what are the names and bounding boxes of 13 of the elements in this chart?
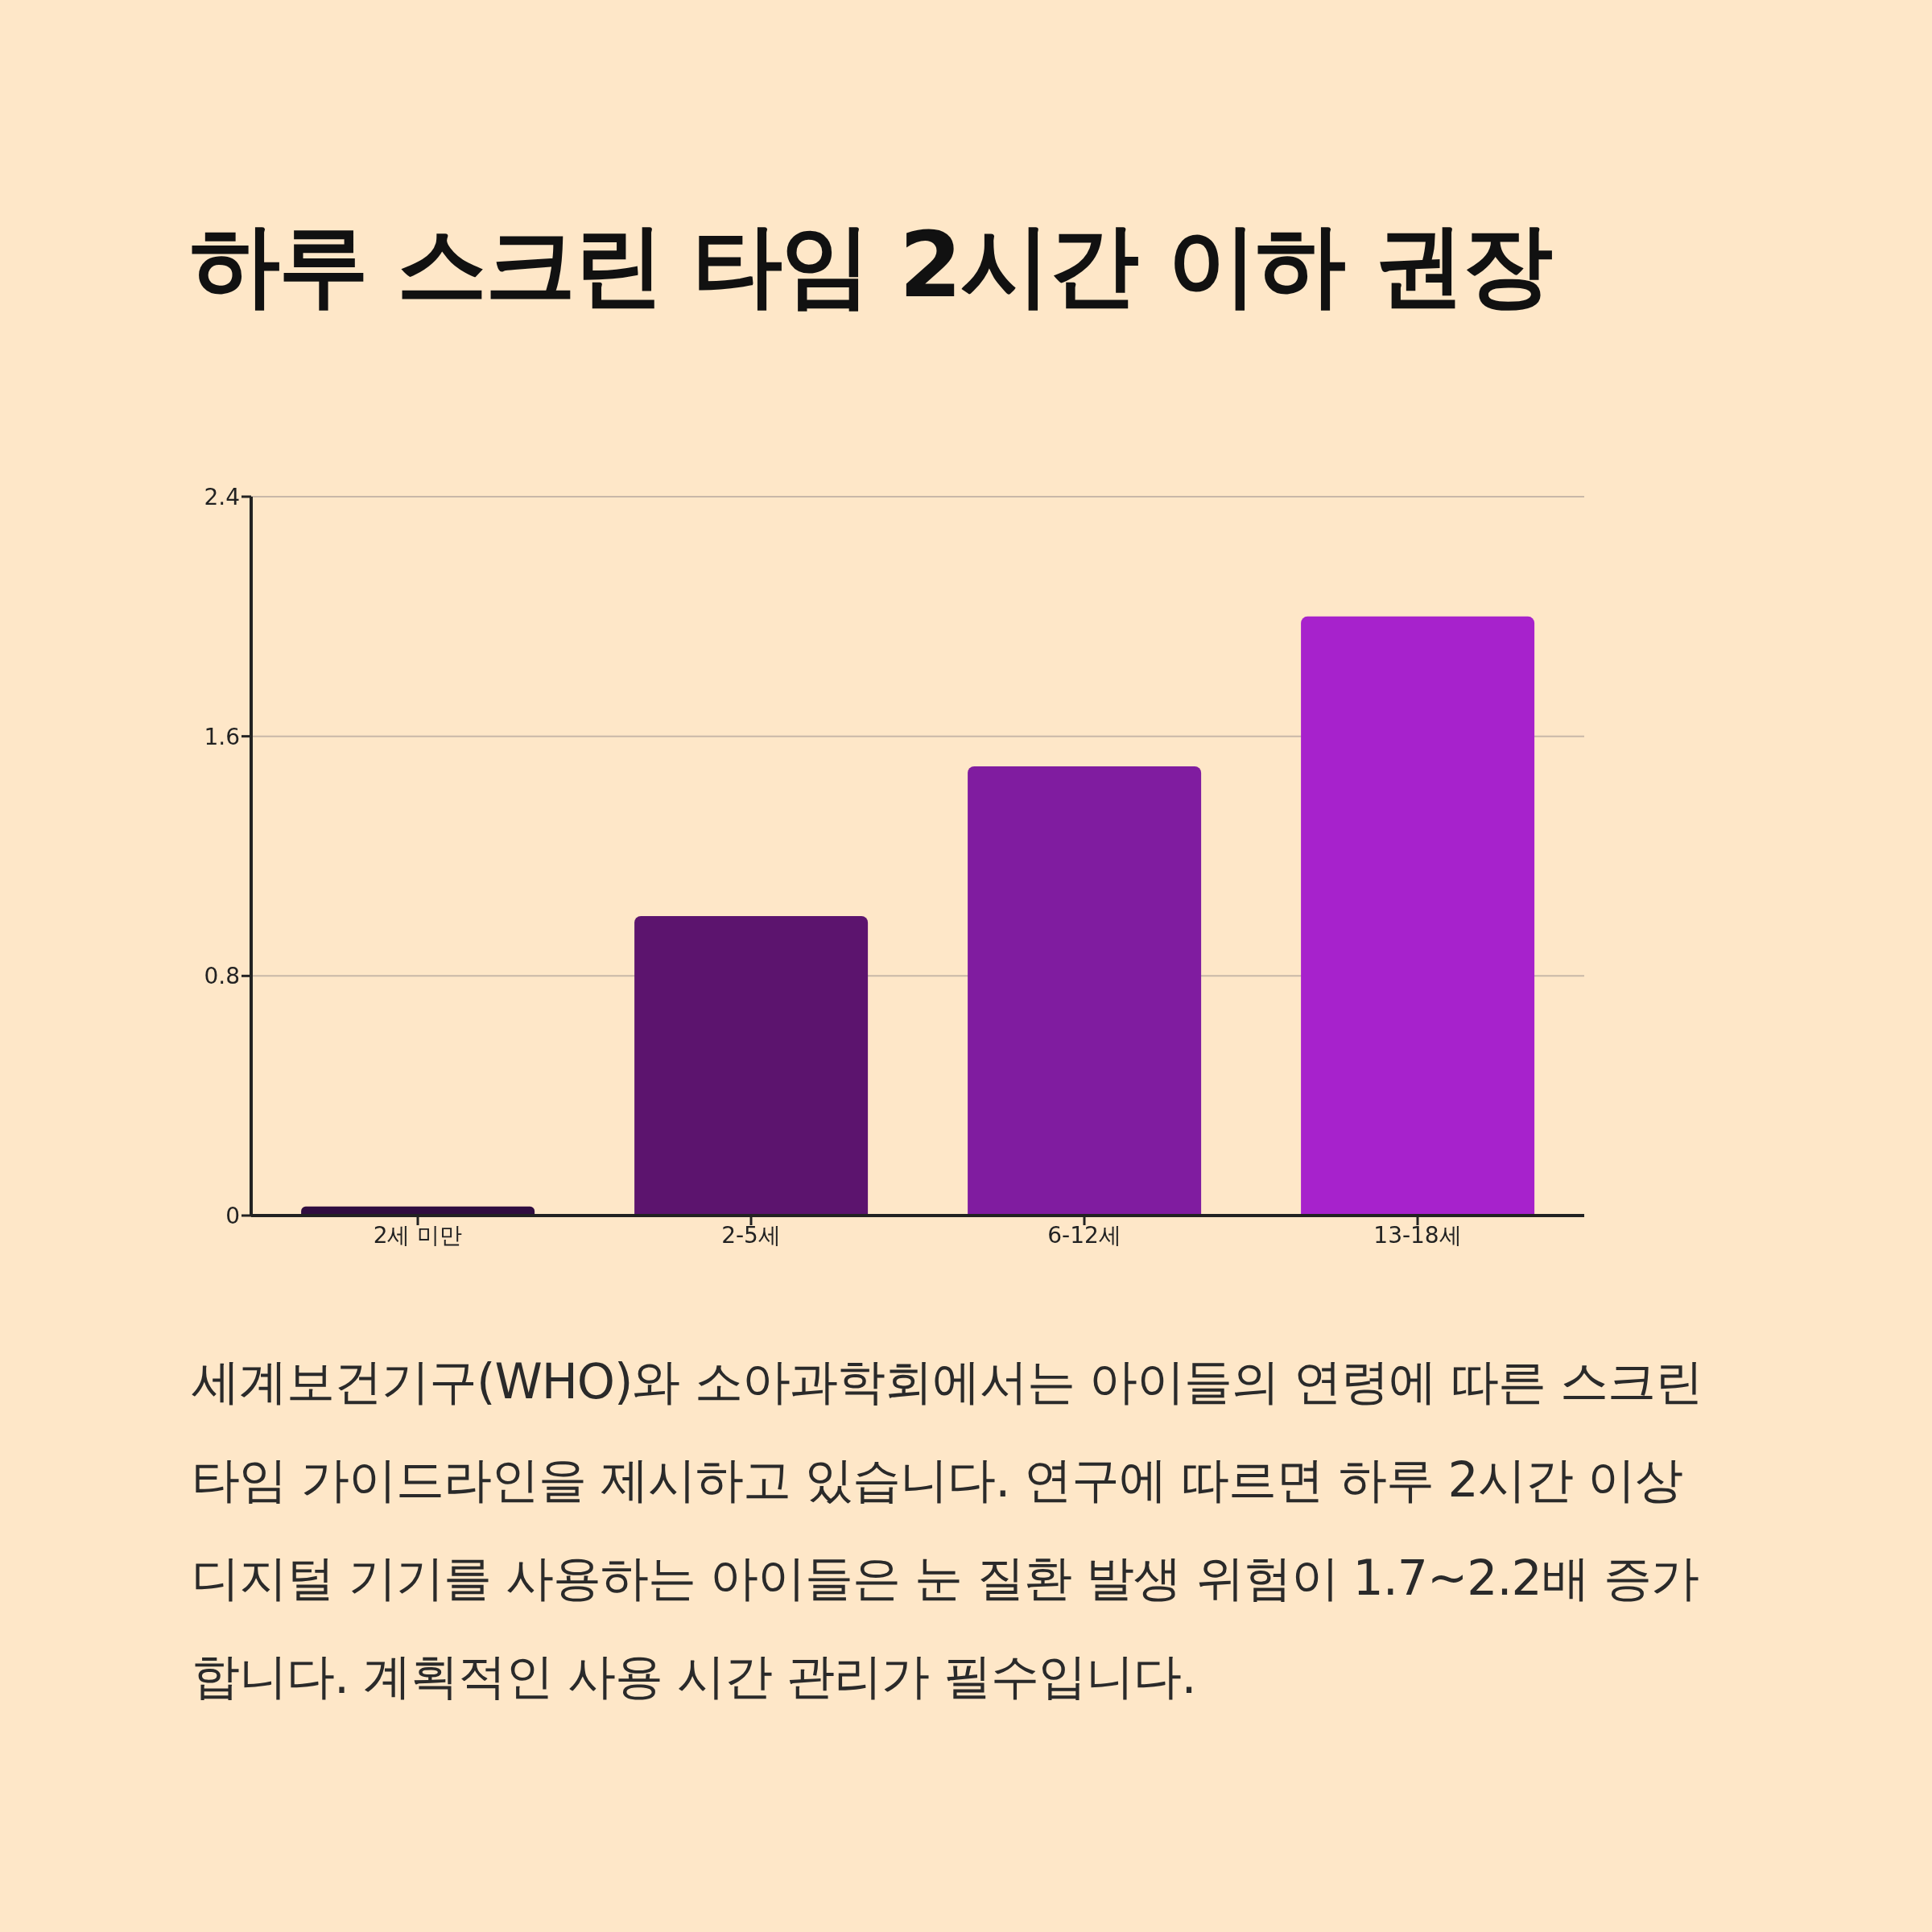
x-tick-label: 2세 미만: [373, 1221, 463, 1249]
x-tick-label: 2-5세: [721, 1221, 781, 1249]
x-tick-label: 6-12세: [1047, 1221, 1121, 1249]
chart-title: 하루 스크린 타임 2시간 이하 권장: [190, 212, 1551, 319]
y-tick-label: 0: [225, 1202, 240, 1229]
y-tick-label: 2.4: [204, 483, 240, 510]
text: 세계보건기구(WHO)와 소아과학회에서는 아이들의 연령에 따른 스크린 타임 가이드라인을 제시하고 있습니다. 연구에 따르면 하루 2시간 이상 디지털 기기를 사용하는 아이들은 눈 질환 발생 위험이 1.7~2.2배 증가합니다. 계획적인 사용 시간 관리가 필수입니다.: [192, 1352, 1703, 1706]
bar: [634, 915, 869, 1216]
bar: [968, 766, 1202, 1216]
x-tick-label: 13-18세: [1373, 1221, 1462, 1249]
y-tick-label: 1.6: [204, 723, 240, 750]
y-tick-label: 0.8: [204, 963, 240, 990]
bar: [1301, 616, 1535, 1216]
